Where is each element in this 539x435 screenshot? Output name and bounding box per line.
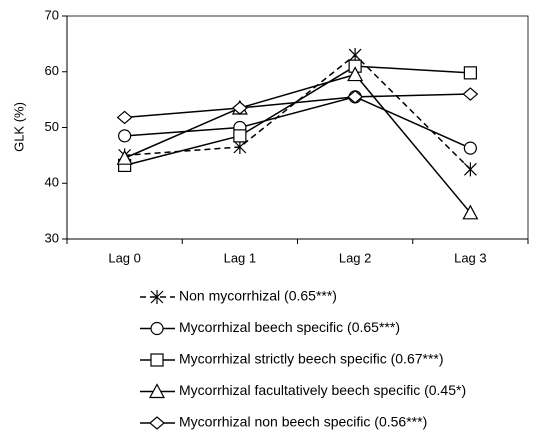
series-marker [347,90,364,104]
series-line [124,65,471,167]
x-tick-label: Lag 0 [108,250,141,265]
series-marker [116,110,133,125]
legend-label: Mycorrhizal facultatively beech specific… [179,382,466,398]
series-marker [463,141,477,155]
series-marker [231,101,248,115]
y-tick-label: 30 [45,230,59,245]
y-tick-label: 60 [45,63,59,78]
x-tick-label: Lag 1 [224,250,257,265]
x-tick-label: Lag 2 [339,250,372,265]
series-marker [463,162,477,177]
series-marker [116,149,133,165]
series-line [124,73,471,214]
legend-marker [149,416,165,430]
legend-label: Non mycorrhizal (0.65***) [179,288,337,304]
legend-label: Mycorrhizal strictly beech specific (0.6… [179,351,444,367]
series-marker [463,66,477,80]
series-line [124,54,471,170]
series-marker [347,66,364,82]
series-marker [462,204,479,220]
legend-marker [148,383,166,399]
legend-marker [150,321,164,336]
series-line [124,93,471,119]
series-line [124,96,471,149]
x-tick-label: Lag 3 [454,250,487,265]
y-tick-label: 70 [45,7,59,22]
series-marker [233,129,247,143]
legend-label: Mycorrhizal non beech specific (0.56***) [179,414,427,430]
legend-marker [150,353,164,367]
legend-marker [150,290,164,304]
legend-label: Mycorrhizal beech specific (0.65***) [179,319,400,335]
series-marker [118,129,132,143]
y-tick-label: 40 [45,175,59,190]
plot-border [66,15,529,240]
series-marker [462,87,479,101]
legend: Non mycorrhizal (0.65***) Mycorrhizal bee… [140,288,466,430]
y-axis-label: GLK (%) [11,102,26,152]
y-tick-label: 50 [45,119,59,134]
